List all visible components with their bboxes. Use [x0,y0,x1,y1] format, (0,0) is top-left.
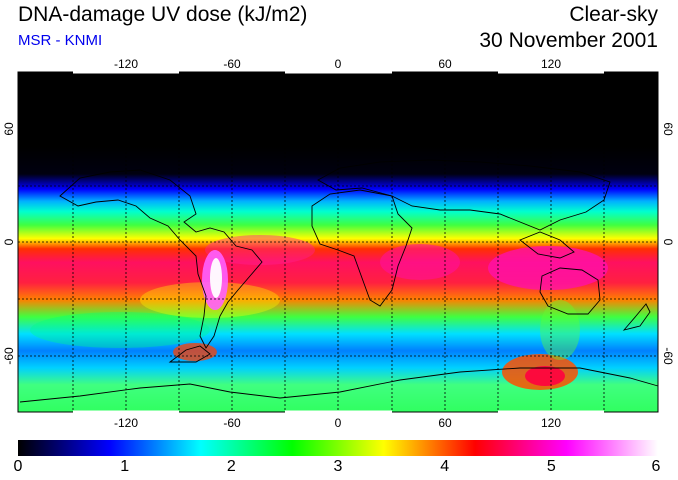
longitude-labels-top: -120 -60 0 60 120 [114,57,561,71]
lat-tick-left: 60 [2,122,16,136]
longitude-labels-bottom: -120 -60 0 60 120 [114,416,561,430]
lon-tick-bottom: 60 [438,416,452,430]
lat-tick-right: 60 [661,122,675,136]
lon-tick-bottom: 0 [335,416,342,430]
uv-dose-map: -120 -60 0 60 120 -120 -60 0 60 120 60 0… [2,57,675,430]
lon-tick-bottom: 120 [541,416,561,430]
lon-tick-top: 120 [541,57,561,71]
colorbar-tick: 5 [546,458,556,475]
lon-tick-top: 60 [438,57,452,71]
lon-tick-top: 0 [335,57,342,71]
lat-tick-right: -60 [661,347,675,365]
sky-mode-label: Clear-sky [569,3,658,26]
latitude-labels-left: 60 0 -60 [2,122,16,365]
lat-tick-right: 0 [661,239,675,246]
colorbar-tick: 0 [13,458,23,475]
lon-tick-bottom: -60 [223,416,241,430]
colorbar-tick: 6 [651,458,661,475]
date-label: 30 November 2001 [479,29,658,52]
colorbar [18,440,658,456]
colorbar-tick: 2 [226,458,236,475]
colorbar-tick: 3 [333,458,343,475]
latitude-labels-right: 60 0 -60 [661,122,675,365]
lon-tick-bottom: -120 [114,416,138,430]
source-label: MSR - KNMI [18,32,103,49]
lat-tick-left: 0 [2,238,16,245]
lat-tick-left: -60 [2,347,16,365]
lon-tick-top: -60 [223,57,241,71]
gridlines [18,72,658,412]
frame-ticks [73,70,604,414]
lon-tick-top: -120 [114,57,138,71]
colorbar-tick: 4 [440,458,450,475]
colorbar-tick: 1 [120,458,130,475]
map-title: DNA-damage UV dose (kJ/m2) [18,3,308,26]
